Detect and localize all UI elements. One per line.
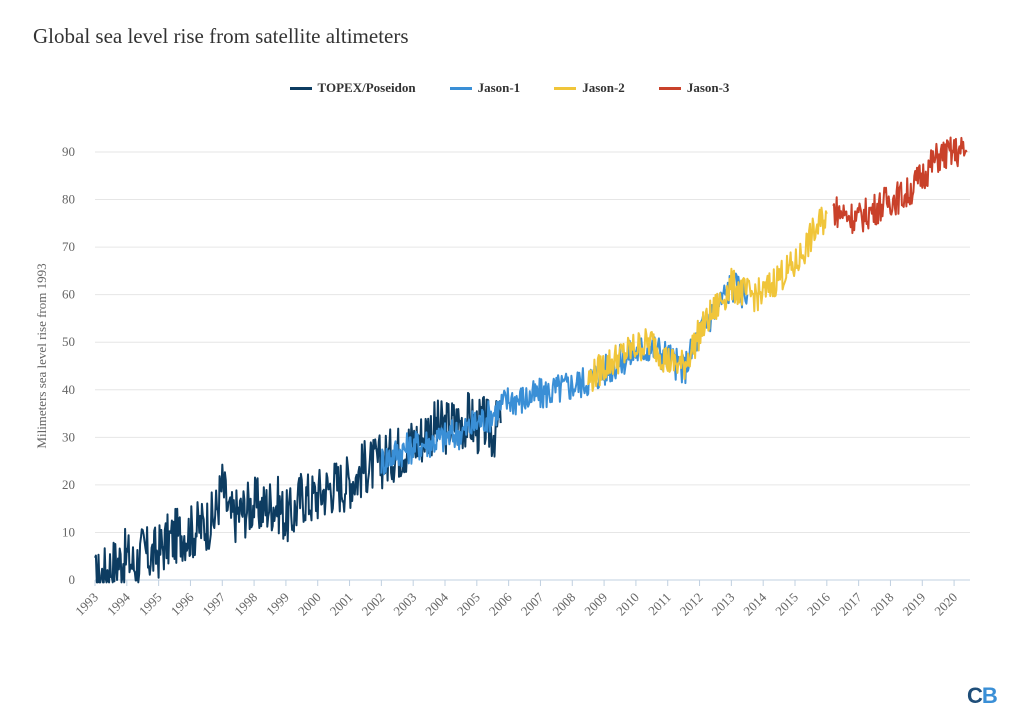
x-tick-label: 2009	[581, 590, 610, 619]
y-tick-label: 90	[62, 144, 75, 159]
legend-label-jason2: Jason-2	[582, 80, 625, 95]
y-tick-label: 0	[69, 572, 76, 587]
x-tick-label: 2014	[740, 589, 769, 618]
series-line-topex-poseidon	[94, 391, 502, 584]
x-tick-label: 2004	[422, 589, 451, 618]
series-line-jason-3	[832, 136, 968, 235]
x-tick-label: 2016	[804, 589, 833, 618]
legend-label-topex: TOPEX/Poseidon	[317, 80, 416, 95]
x-tick-label: 1996	[168, 589, 197, 618]
x-tick-label: 2020	[931, 590, 960, 619]
series-line-jason-1	[380, 272, 749, 476]
y-tick-label: 60	[62, 287, 75, 302]
legend-swatch-jason1	[449, 86, 472, 90]
x-tick-label: 1999	[263, 590, 292, 619]
legend-swatch-jason3	[658, 86, 681, 90]
y-tick-label: 30	[62, 429, 75, 444]
y-tick-label: 10	[62, 524, 75, 539]
x-tick-label: 2019	[899, 590, 928, 619]
x-tick-label: 2017	[836, 589, 865, 618]
legend-swatch-topex	[289, 86, 312, 90]
x-tick-label: 2018	[868, 590, 897, 619]
series-line-jason-2	[587, 206, 828, 392]
y-tick-label: 80	[62, 192, 75, 207]
x-tick-label: 1997	[199, 589, 228, 618]
y-tick-label: 40	[62, 382, 75, 397]
x-tick-label: 1995	[136, 590, 165, 619]
legend-item-jason3[interactable]: Jason-3	[651, 80, 730, 96]
x-tick-label: 1993	[72, 590, 101, 619]
y-axis-label: Milimeters sea level rise from 1993	[34, 263, 49, 448]
x-tick-label: 2000	[295, 590, 324, 619]
x-tick-label: 2005	[454, 590, 483, 619]
y-tick-label: 50	[62, 334, 75, 349]
y-tick-label: 20	[62, 477, 75, 492]
x-tick-label: 2010	[613, 590, 642, 619]
chart-title: Global sea level rise from satellite alt…	[33, 24, 409, 48]
x-tick-label: 1998	[231, 590, 260, 619]
chart-legend: TOPEX/Poseidon Jason-1 Jason-2 Jason-3	[0, 80, 1011, 96]
x-tick-label: 2002	[358, 590, 387, 619]
x-tick-label: 2008	[549, 590, 578, 619]
legend-item-jason2[interactable]: Jason-2	[546, 80, 625, 96]
legend-label-jason1: Jason-1	[477, 80, 521, 95]
x-tick-label: 2001	[327, 590, 356, 619]
x-tick-label: 2007	[518, 589, 547, 618]
x-tick-label: 1994	[104, 589, 133, 618]
y-tick-label: 70	[62, 239, 75, 254]
x-tick-label: 2011	[645, 590, 674, 619]
x-tick-label: 2012	[677, 590, 706, 619]
legend-item-jason1[interactable]: Jason-1	[442, 80, 521, 96]
legend-item-topex[interactable]: TOPEX/Poseidon	[282, 80, 416, 96]
carbon-brief-logo: CB	[967, 683, 998, 708]
x-tick-label: 2015	[772, 590, 801, 619]
legend-label-jason3: Jason-3	[686, 80, 730, 95]
legend-swatch-jason2	[554, 86, 577, 90]
x-tick-label: 2003	[390, 590, 419, 619]
x-tick-label: 2013	[708, 590, 737, 619]
x-tick-label: 2006	[486, 589, 515, 618]
